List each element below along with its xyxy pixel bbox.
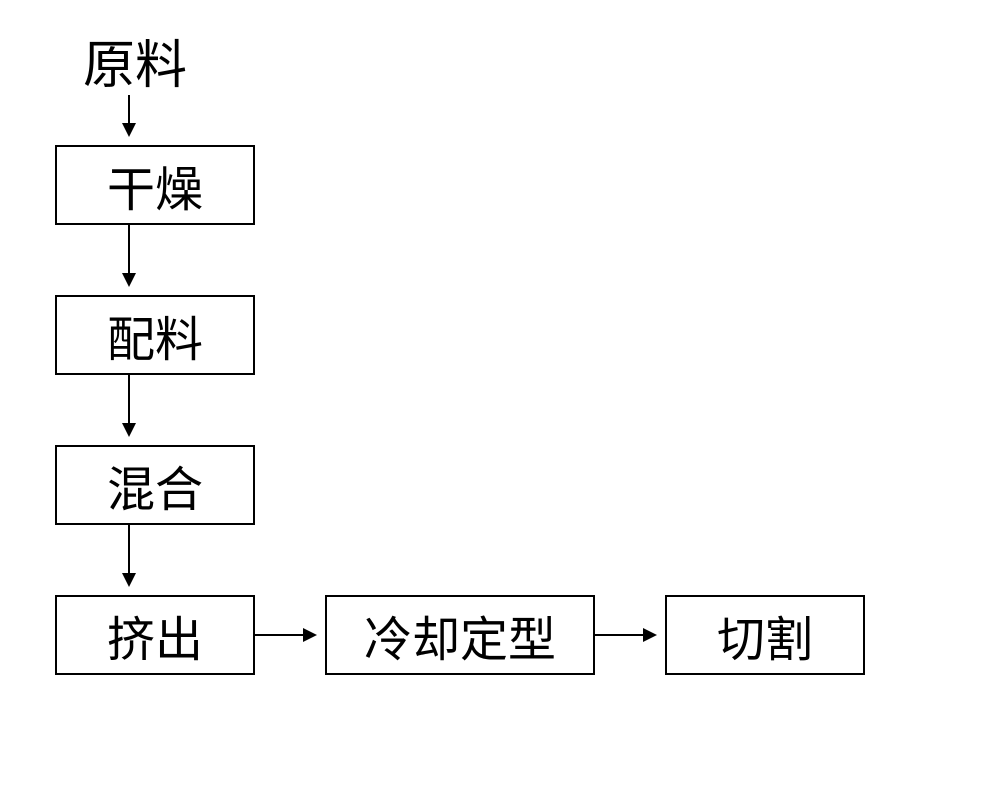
node-label: 配料 [107, 300, 203, 370]
node-extrude: 挤出 [55, 595, 255, 675]
arrow-dry-to-batch [128, 225, 130, 285]
arrow-raw-to-dry [128, 95, 130, 135]
process-flowchart: 原料 干燥 配料 混合 挤出 冷却定型 切割 [0, 0, 1000, 800]
arrow-mix-to-extrude [128, 525, 130, 585]
node-cool-shape: 冷却定型 [325, 595, 595, 675]
node-label: 混合 [107, 450, 203, 520]
node-label: 原料 [83, 23, 187, 98]
arrow-extrude-to-cool [255, 634, 315, 636]
arrow-cool-to-cut [595, 634, 655, 636]
node-label: 冷却定型 [364, 600, 556, 670]
node-dry: 干燥 [55, 145, 255, 225]
node-mix: 混合 [55, 445, 255, 525]
node-cut: 切割 [665, 595, 865, 675]
node-batch: 配料 [55, 295, 255, 375]
node-label: 挤出 [107, 600, 203, 670]
node-label: 切割 [717, 600, 813, 670]
node-label: 干燥 [107, 150, 203, 220]
node-raw-material: 原料 [70, 25, 200, 95]
arrow-batch-to-mix [128, 375, 130, 435]
